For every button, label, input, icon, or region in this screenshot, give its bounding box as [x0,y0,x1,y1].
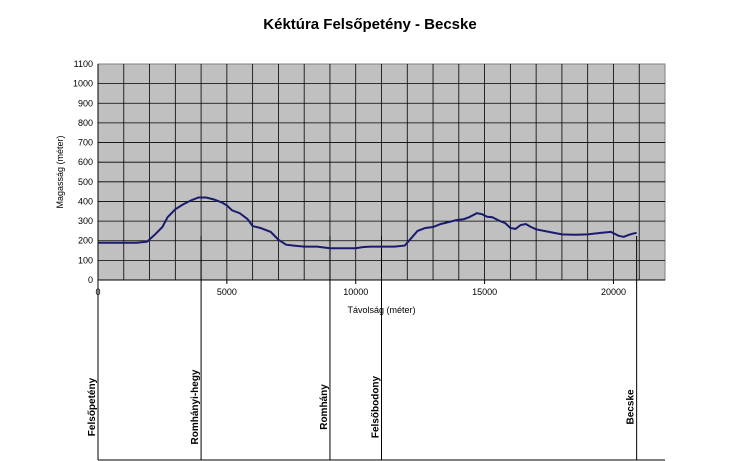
y-tick-0: 0 [88,275,93,285]
y-tick-1000: 1000 [73,79,93,89]
y-tick-1100: 1100 [74,59,93,69]
y-axis-label: Magasság (méter) [55,135,65,208]
y-tick-600: 600 [78,157,93,167]
horizontal-gridlines [97,64,665,281]
y-tick-200: 200 [78,236,93,246]
x-tick-10000: 10000 [343,287,368,297]
y-tick-800: 800 [78,118,93,128]
waypoint-markers: Felsőpetény Romhányi-hegy Romhány Felsőbodo… [87,236,638,460]
y-tick-500: 500 [78,177,93,187]
waypoint-label-2: Romhány [319,384,330,430]
waypoint-label-0: Felsőpetény [87,377,98,436]
y-tick-900: 900 [78,98,93,108]
vertical-gridlines [123,64,640,280]
waypoint-label-4: Becske [626,389,637,424]
y-tick-700: 700 [78,138,93,148]
y-tick-300: 300 [78,216,93,226]
x-tick-20000: 20000 [601,287,626,297]
waypoint-label-1: Romhányi-hegy [190,369,201,444]
y-tick-400: 400 [78,196,93,206]
elevation-profile-line [98,196,637,250]
y-tick-100: 100 [78,255,93,265]
chart-title: Kéktúra Felsőpetény - Becske [263,16,476,33]
y-axis-tick-labels: 0 100 200 300 400 500 600 700 800 900 1000 1100 [73,59,93,285]
x-tick-5000: 5000 [217,287,237,297]
x-axis-label: Távolság (méter) [347,305,415,315]
waypoint-label-3: Felsőbodony [371,375,382,438]
x-tick-15000: 15000 [472,287,497,297]
